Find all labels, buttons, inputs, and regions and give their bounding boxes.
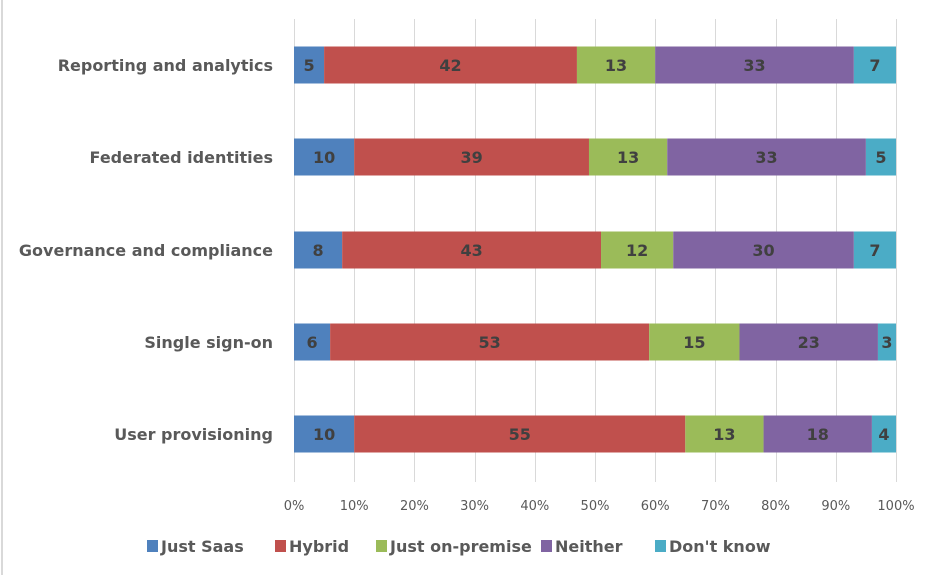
bar-segment	[294, 231, 343, 269]
x-tick-label: 20%	[400, 499, 429, 514]
legend-swatch	[541, 540, 552, 552]
data-label: 10	[313, 425, 335, 444]
bar-row: 10 39 13 33 5	[294, 138, 896, 176]
category-label: Federated identities	[90, 148, 273, 167]
data-label: 3	[881, 333, 892, 352]
x-tick-label: 0%	[284, 499, 305, 514]
data-label: 6	[306, 333, 317, 352]
data-label: 33	[743, 56, 765, 75]
category-label: Reporting and analytics	[58, 56, 273, 75]
bar-segment	[865, 138, 896, 176]
bar-segment	[739, 323, 878, 361]
category-label: Single sign-on	[144, 333, 273, 352]
bar-segment	[877, 323, 896, 361]
data-label: 7	[869, 56, 880, 75]
legend-swatch	[376, 540, 387, 552]
data-label: 7	[869, 241, 880, 260]
legend-swatch	[275, 540, 286, 552]
chart-frame-border	[1, 0, 3, 575]
x-tick-label: 10%	[340, 499, 369, 514]
x-tick-label: 90%	[821, 499, 850, 514]
bar-row: 5 42 13 33 7	[294, 46, 896, 84]
bar-segment	[601, 231, 674, 269]
x-tick-label: 70%	[701, 499, 730, 514]
data-label: 5	[303, 56, 314, 75]
data-label: 13	[713, 425, 735, 444]
legend: Just Saas Hybrid Just on-premise Neither Don…	[147, 537, 771, 556]
bar-row: 8 43 12 30 7	[294, 231, 896, 269]
legend-item: Just on-premise	[376, 537, 532, 556]
legend-label: Hybrid	[289, 537, 349, 556]
bar-segment	[763, 415, 872, 453]
data-label: 18	[807, 425, 829, 444]
x-tick-label: 100%	[877, 499, 914, 514]
bar-segment	[294, 138, 355, 176]
bars: 5 42 13 33 710 39 13 33 58 43 12 30 76 53 15 23 310 55 13 1…	[294, 46, 896, 453]
data-label: 13	[605, 56, 627, 75]
bar-segment	[853, 46, 896, 84]
bar-segment	[649, 323, 740, 361]
category-label: Governance and compliance	[19, 241, 273, 260]
data-label: 8	[313, 241, 324, 260]
x-axis-tick-labels: 0% 10% 20% 30% 40% 50% 60% 70% 80% 90% 100%	[284, 499, 915, 514]
legend-item: Just Saas	[147, 537, 244, 556]
bar-segment	[354, 415, 686, 453]
data-label: 55	[509, 425, 531, 444]
legend-swatch	[147, 540, 158, 552]
bar-segment	[871, 415, 896, 453]
data-label: 39	[460, 148, 482, 167]
data-label: 53	[479, 333, 501, 352]
legend-item: Neither	[541, 537, 623, 556]
legend-label: Don't know	[669, 537, 771, 556]
bar-segment	[294, 46, 325, 84]
bar-segment	[342, 231, 602, 269]
data-label: 15	[683, 333, 705, 352]
data-label: 12	[626, 241, 648, 260]
legend-swatch	[655, 540, 666, 552]
bar-segment	[294, 415, 355, 453]
bar-segment	[667, 138, 866, 176]
data-label: 13	[617, 148, 639, 167]
x-tick-label: 40%	[520, 499, 549, 514]
data-label: 33	[755, 148, 777, 167]
bar-segment	[330, 323, 650, 361]
data-label: 43	[460, 241, 482, 260]
bar-segment	[685, 415, 764, 453]
bar-segment	[673, 231, 854, 269]
bar-segment	[853, 231, 896, 269]
x-tick-label: 30%	[460, 499, 489, 514]
data-label: 30	[752, 241, 774, 260]
bar-segment	[354, 138, 589, 176]
bar-segment	[655, 46, 854, 84]
data-label: 23	[798, 333, 820, 352]
bar-segment	[324, 46, 577, 84]
legend-label: Just Saas	[160, 537, 244, 556]
category-labels: Reporting and analytics Federated identit…	[19, 56, 273, 444]
bar-row: 10 55 13 18 4	[294, 415, 896, 453]
data-label: 4	[878, 425, 889, 444]
bar-row: 6 53 15 23 3	[294, 323, 896, 361]
legend-label: Just on-premise	[389, 537, 532, 556]
legend-item: Hybrid	[275, 537, 349, 556]
data-label: 5	[875, 148, 886, 167]
x-tick-label: 50%	[581, 499, 610, 514]
legend-item: Don't know	[655, 537, 771, 556]
data-label: 10	[313, 148, 335, 167]
category-label: User provisioning	[114, 425, 273, 444]
bar-segment	[294, 323, 331, 361]
legend-label: Neither	[555, 537, 623, 556]
bar-segment	[588, 138, 668, 176]
x-tick-label: 80%	[761, 499, 790, 514]
x-tick-label: 60%	[641, 499, 670, 514]
data-label: 42	[439, 56, 461, 75]
bar-segment	[576, 46, 656, 84]
